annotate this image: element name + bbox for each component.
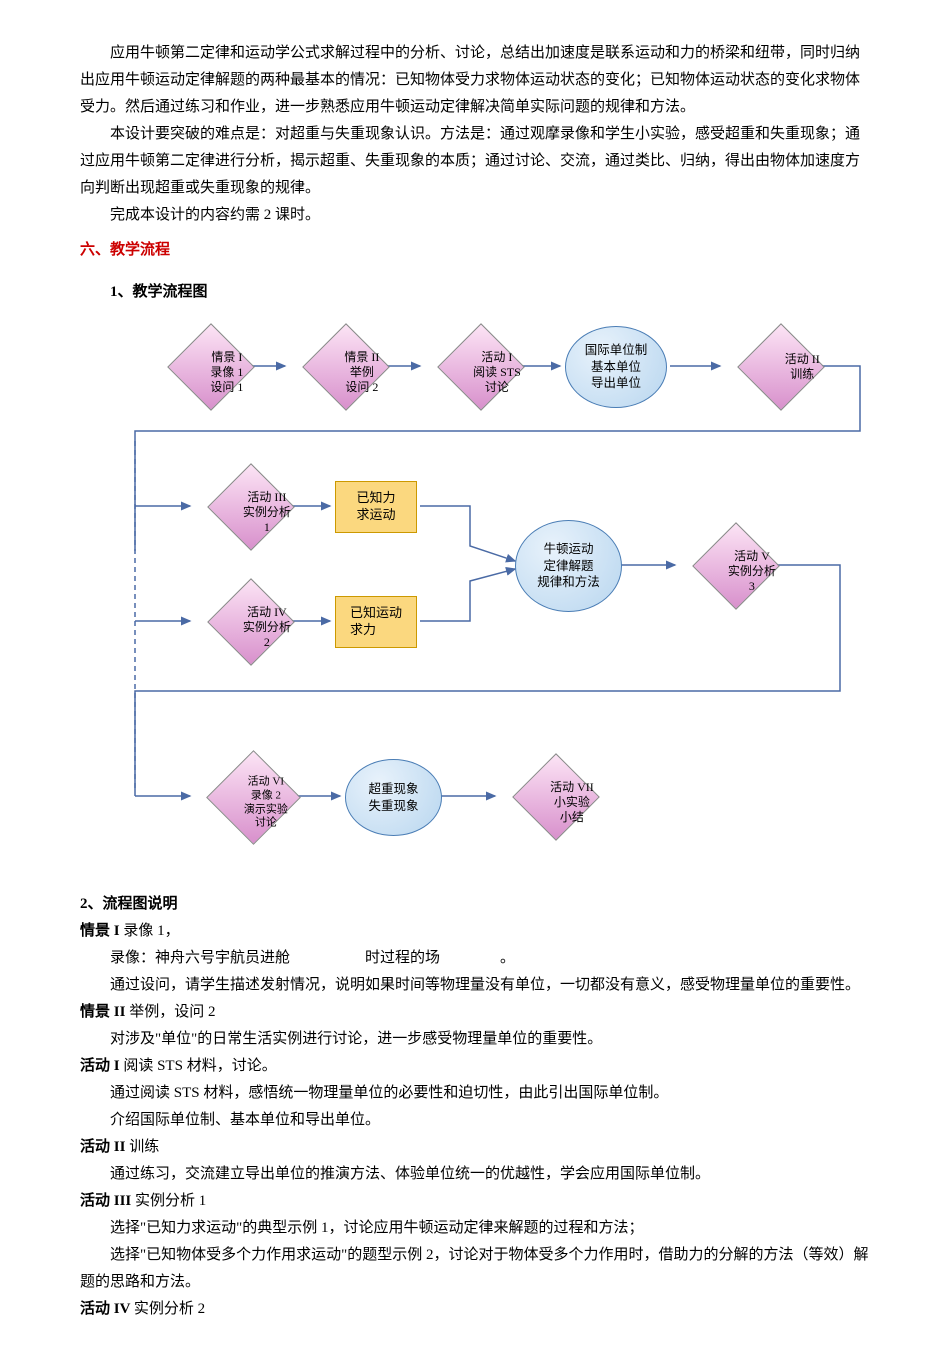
desc-act2-head: 活动 II 训练 bbox=[80, 1134, 870, 1161]
sub-2-title: 2、流程图说明 bbox=[80, 891, 870, 918]
node-activity-5: 活动 V 实例分析 3 bbox=[692, 522, 780, 610]
node-newton-law-method: 牛顿运动 定律解题 规律和方法 bbox=[515, 520, 622, 612]
desc-act4-head: 活动 IV 实例分析 2 bbox=[80, 1296, 870, 1323]
intro-para-3: 完成本设计的内容约需 2 课时。 bbox=[80, 202, 870, 229]
teaching-flowchart: 情景 I 录像 1 设问 1 情景 II 举例 设问 2 活动 I 阅读 STS… bbox=[120, 321, 880, 881]
desc-scene1-l1: 录像：神舟六号宇航员进舱 时过程的场 。 bbox=[80, 945, 870, 972]
desc-scene2-l1: 对涉及"单位"的日常生活实例进行讨论，进一步感受物理量单位的重要性。 bbox=[80, 1026, 870, 1053]
intro-para-1: 应用牛顿第二定律和运动学公式求解过程中的分析、讨论，总结出加速度是联系运动和力的… bbox=[80, 40, 870, 121]
node-activity-6: 活动 VI 录像 2 演示实验 讨论 bbox=[206, 750, 301, 845]
section-6-title: 六、教学流程 bbox=[80, 237, 870, 264]
node-scene-1: 情景 I 录像 1 设问 1 bbox=[167, 323, 255, 411]
node-weight-phenomena: 超重现象 失重现象 bbox=[345, 759, 442, 836]
intro-para-2: 本设计要突破的难点是：对超重与失重现象认识。方法是：通过观摩录像和学生小实验，感… bbox=[80, 121, 870, 202]
node-activity-7: 活动 VII 小实验 小结 bbox=[512, 753, 600, 841]
node-scene-2: 情景 II 举例 设问 2 bbox=[302, 323, 390, 411]
node-activity-2: 活动 II 训练 bbox=[737, 323, 825, 411]
desc-act1-head: 活动 I 阅读 STS 材料，讨论。 bbox=[80, 1053, 870, 1080]
desc-act1-l1: 通过阅读 STS 材料，感悟统一物理量单位的必要性和迫切性，由此引出国际单位制。 bbox=[80, 1080, 870, 1107]
node-known-motion: 已知运动 求力 bbox=[335, 596, 417, 648]
node-activity-1: 活动 I 阅读 STS 讨论 bbox=[437, 323, 525, 411]
desc-act1-l2: 介绍国际单位制、基本单位和导出单位。 bbox=[80, 1107, 870, 1134]
sub-1-title: 1、教学流程图 bbox=[110, 279, 870, 306]
desc-scene1-head: 情景 I 录像 1， bbox=[80, 918, 870, 945]
node-known-force: 已知力 求运动 bbox=[335, 481, 417, 533]
node-activity-4: 活动 IV 实例分析 2 bbox=[207, 578, 295, 666]
desc-scene1-l2: 通过设问，请学生描述发射情况，说明如果时间等物理量没有单位，一切都没有意义，感受… bbox=[80, 972, 870, 999]
desc-act3-head: 活动 III 实例分析 1 bbox=[80, 1188, 870, 1215]
desc-act3-l1: 选择"已知力求运动"的典型示例 1，讨论应用牛顿运动定律来解题的过程和方法； bbox=[80, 1215, 870, 1242]
node-activity-3: 活动 III 实例分析 1 bbox=[207, 463, 295, 551]
node-si-units: 国际单位制 基本单位 导出单位 bbox=[565, 326, 667, 408]
desc-act3-l2: 选择"已知物体受多个力作用求运动"的题型示例 2，讨论对于物体受多个力作用时，借… bbox=[80, 1242, 870, 1296]
desc-scene2-head: 情景 II 举例，设问 2 bbox=[80, 999, 870, 1026]
desc-act2-l1: 通过练习，交流建立导出单位的推演方法、体验单位统一的优越性，学会应用国际单位制。 bbox=[80, 1161, 870, 1188]
